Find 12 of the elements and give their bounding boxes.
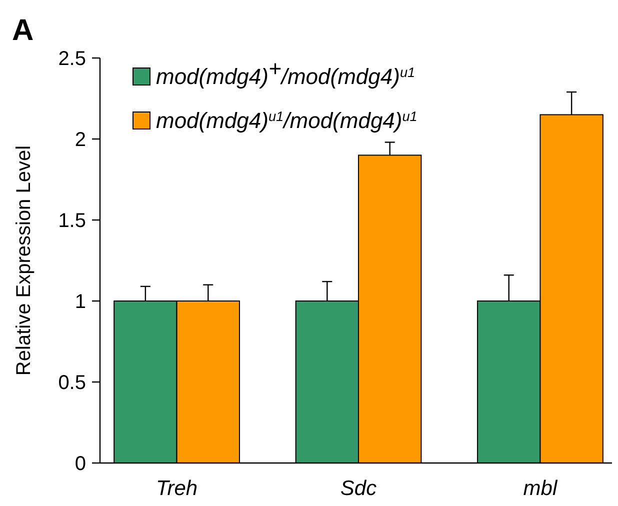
y-tick-label: 0: [74, 453, 86, 475]
y-axis-title: Relative Expression Level: [13, 145, 35, 376]
legend-label: mod(mdg4)$^{u1}$/mod(mdg4)$^{u1}$: [156, 108, 418, 133]
x-tick-label: Sdc: [340, 477, 378, 500]
x-tick-label: mbl: [523, 477, 558, 500]
y-tick-label: 2: [74, 129, 86, 151]
y-tick-label: 1.5: [58, 210, 86, 232]
text: A: [12, 14, 34, 47]
y-tick-label: 1: [74, 291, 86, 313]
x-tick-label: Treh: [156, 477, 198, 500]
y-tick-label: 0.5: [58, 372, 86, 394]
y-tick-label: 2.5: [58, 48, 86, 70]
